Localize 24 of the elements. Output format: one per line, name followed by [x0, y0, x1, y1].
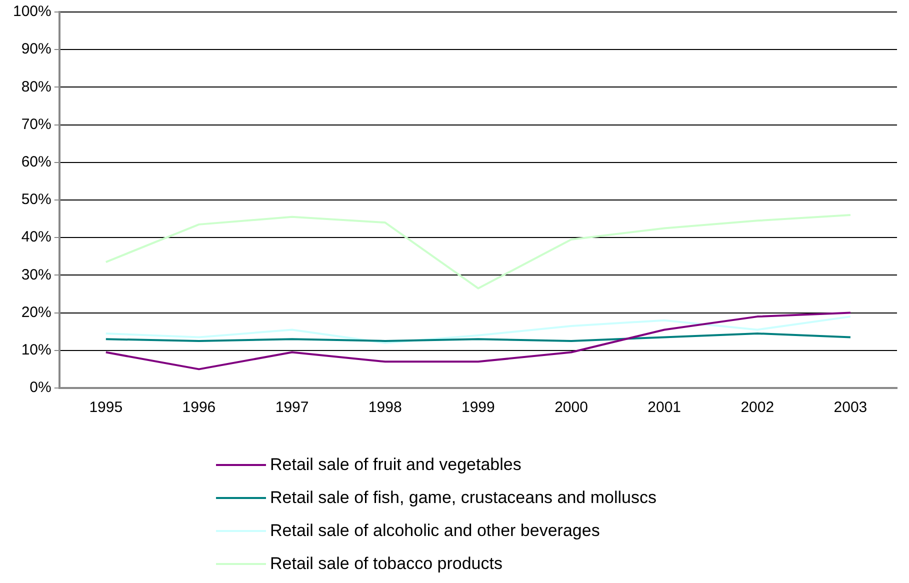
x-tick-label: 2003: [834, 399, 868, 416]
y-tick-label: 30%: [21, 266, 52, 284]
legend-label: Retail sale of fruit and vegetables: [270, 454, 522, 474]
y-tick-label: 90%: [21, 40, 52, 58]
y-tick-label: 60%: [21, 154, 52, 171]
x-tick-label: 1997: [275, 399, 309, 416]
y-tick-label: 10%: [21, 342, 52, 359]
x-tick-label: 1998: [368, 399, 402, 416]
y-tick-label: 100%: [12, 3, 52, 20]
y-tick-label: 80%: [21, 78, 52, 96]
legend-label: Retail sale of fish, game, crustaceans and molluscs: [270, 488, 656, 508]
y-tick-label: 0%: [30, 379, 52, 396]
x-tick-label: 1995: [89, 399, 123, 416]
x-tick-label: 1999: [461, 399, 495, 416]
x-tick-label: 2001: [648, 399, 682, 416]
y-tick-label: 40%: [21, 228, 52, 246]
y-tick-label: 20%: [21, 304, 52, 321]
x-tick-label: 2002: [740, 399, 774, 416]
x-tick-label: 1996: [182, 399, 216, 416]
legend-label: Retail sale of tobacco products: [270, 554, 502, 574]
y-tick-label: 70%: [21, 116, 52, 133]
y-tick-label: 50%: [21, 191, 52, 208]
legend-label: Retail sale of alcoholic and other beverages: [270, 520, 600, 540]
x-tick-label: 2000: [554, 399, 588, 416]
